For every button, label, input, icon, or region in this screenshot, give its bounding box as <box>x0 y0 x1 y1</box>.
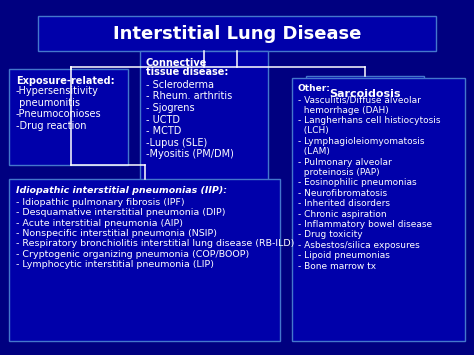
Text: - Scleroderma
- Rheum. arthritis
- Sjogrens
- UCTD
- MCTD
-Lupus (SLE)
-Myositis: - Scleroderma - Rheum. arthritis - Sjogr… <box>146 80 234 159</box>
FancyBboxPatch shape <box>9 179 280 341</box>
Text: Sarcoidosis: Sarcoidosis <box>329 89 401 99</box>
Text: Other:: Other: <box>298 84 330 93</box>
FancyBboxPatch shape <box>38 16 436 51</box>
Text: Idiopathic interstitial pneumonias (IIP):: Idiopathic interstitial pneumonias (IIP)… <box>16 186 227 195</box>
Text: - Idiopathic pulmonary fibrosis (IPF)
- Desquamative interstitial pneumonia (DIP: - Idiopathic pulmonary fibrosis (IPF) - … <box>16 198 294 269</box>
Text: - Vasculitis/Diffuse alveolar
  hemorrhage (DAH)
- Langherhans cell histiocytosi: - Vasculitis/Diffuse alveolar hemorrhage… <box>298 95 440 271</box>
Text: Exposure-related:: Exposure-related: <box>16 76 114 86</box>
Text: Connective: Connective <box>146 58 207 68</box>
FancyBboxPatch shape <box>9 69 128 165</box>
Text: -Hypersensitivity
 pneumonitis
-Pneumoconioses
-Drug reaction: -Hypersensitivity pneumonitis -Pneumocon… <box>16 86 101 131</box>
FancyBboxPatch shape <box>140 51 268 199</box>
FancyBboxPatch shape <box>292 78 465 341</box>
Text: tissue disease:: tissue disease: <box>146 67 228 77</box>
FancyBboxPatch shape <box>306 76 424 112</box>
Text: Interstitial Lung Disease: Interstitial Lung Disease <box>113 25 361 43</box>
